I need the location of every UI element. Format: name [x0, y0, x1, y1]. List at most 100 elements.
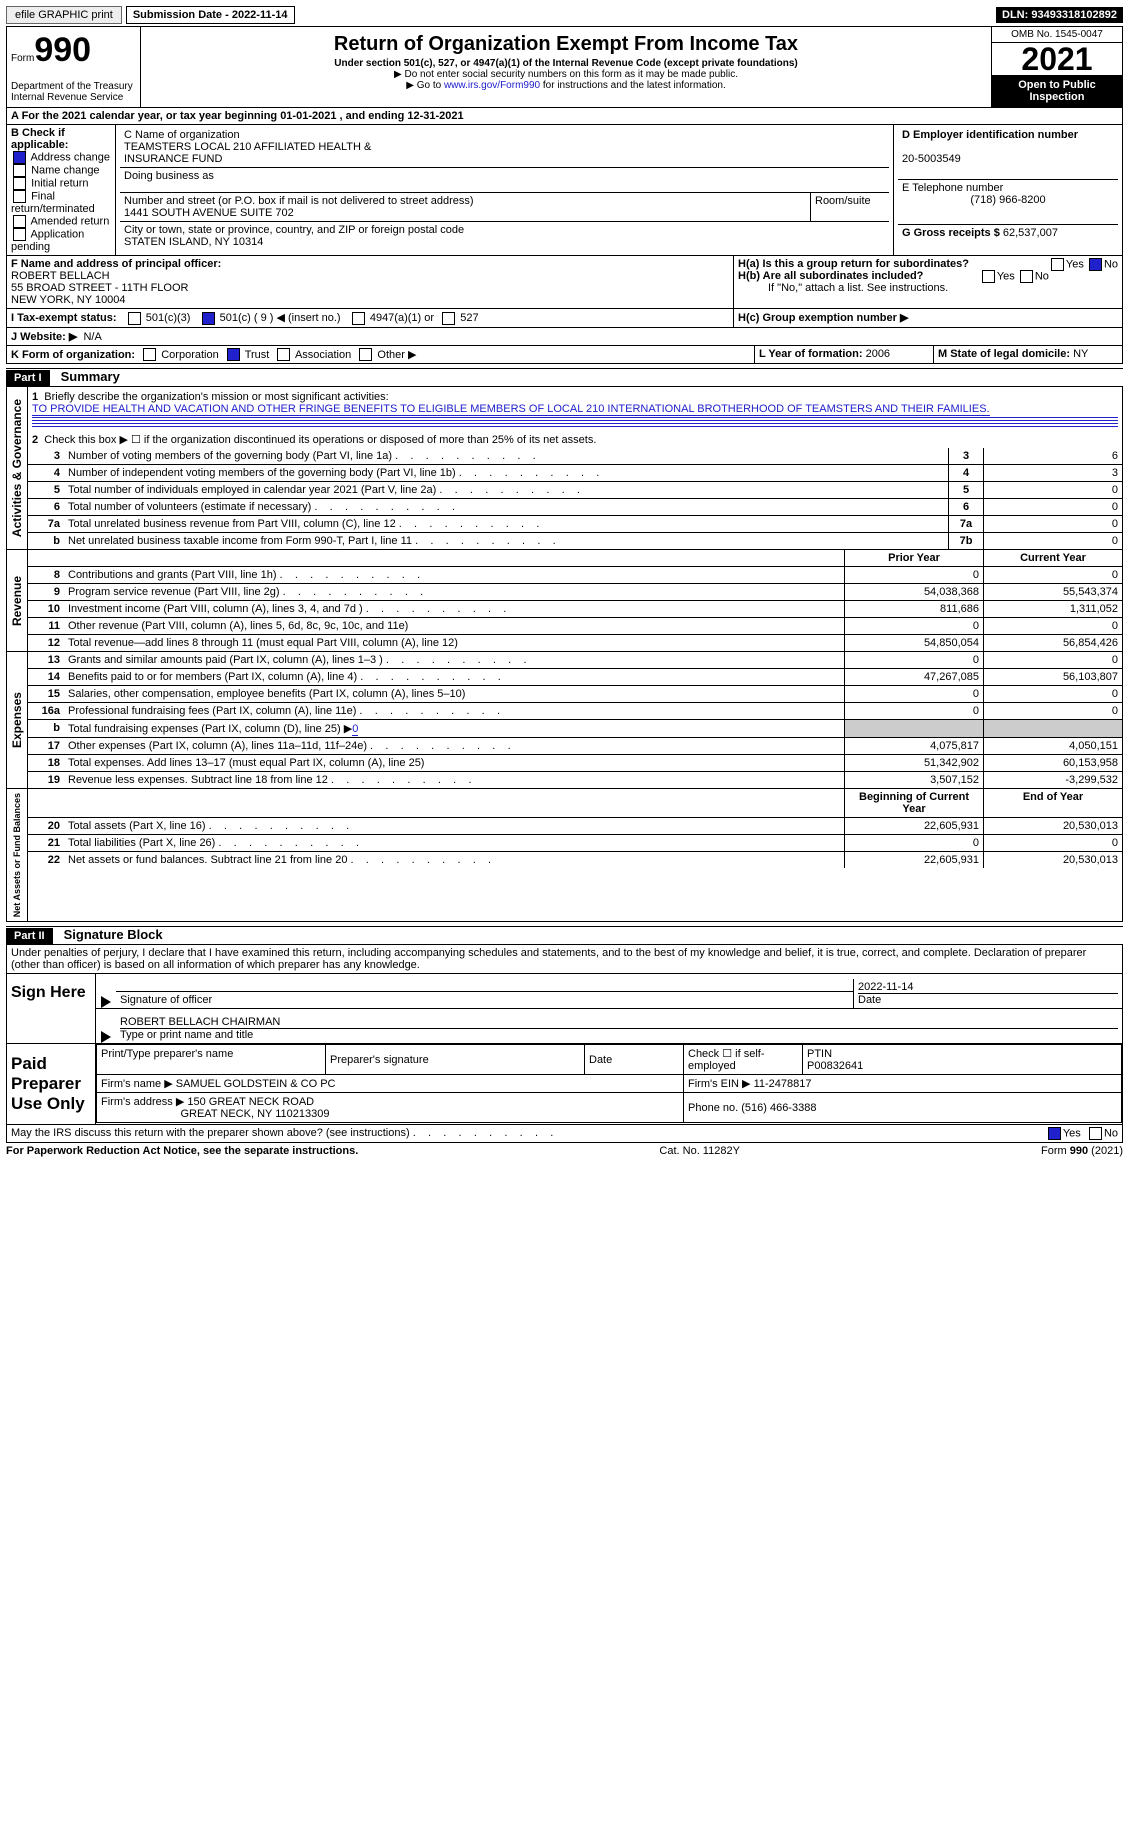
d-label: D Employer identification number	[902, 129, 1078, 141]
l14-py: 47,267,085	[844, 669, 983, 685]
firm-ein-label: Firm's EIN ▶	[688, 1078, 751, 1090]
l9-cy: 55,543,374	[983, 584, 1122, 600]
app-pending-checkbox[interactable]	[13, 228, 26, 241]
discuss-no-checkbox[interactable]	[1089, 1127, 1102, 1140]
initial-return-checkbox[interactable]	[13, 177, 26, 190]
i-c: 501(c) ( 9 ) ◀ (insert no.)	[220, 312, 341, 324]
firm-addr2: GREAT NECK, NY 110213309	[180, 1108, 329, 1120]
part2-header: Part II Signature Block	[6, 926, 1123, 945]
org-name1: TEAMSTERS LOCAL 210 AFFILIATED HEALTH &	[124, 141, 371, 153]
mission: TO PROVIDE HEALTH AND VACATION AND OTHER…	[32, 403, 990, 416]
k-corp: Corporation	[161, 349, 218, 361]
activities-section: Activities & Governance 1 Briefly descri…	[6, 387, 1123, 550]
l9-py: 54,038,368	[844, 584, 983, 600]
street: 1441 SOUTH AVENUE SUITE 702	[124, 207, 294, 219]
ha-no-checkbox[interactable]	[1089, 258, 1102, 271]
gross-receipts: 62,537,007	[1003, 227, 1058, 239]
l18-cy: 60,153,958	[983, 755, 1122, 771]
l21-label: Total liabilities (Part X, line 26)	[64, 835, 844, 851]
l4-label: Number of independent voting members of …	[64, 465, 948, 481]
l13-cy: 0	[983, 652, 1122, 668]
firm-addr-label: Firm's address ▶	[101, 1096, 184, 1108]
l12-label: Total revenue—add lines 8 through 11 (mu…	[64, 635, 844, 651]
website: N/A	[83, 331, 101, 343]
side-expenses: Expenses	[10, 688, 24, 752]
b-initial: Initial return	[31, 177, 88, 189]
efile-button[interactable]: efile GRAPHIC print	[6, 6, 122, 24]
line-a-text: A For the 2021 calendar year, or tax yea…	[11, 110, 464, 122]
hb-no-checkbox[interactable]	[1020, 270, 1033, 283]
trust-checkbox[interactable]	[227, 348, 240, 361]
501c-checkbox[interactable]	[202, 312, 215, 325]
boy-header: Beginning of Current Year	[859, 791, 969, 815]
address-change-checkbox[interactable]	[13, 151, 26, 164]
l8-py: 0	[844, 567, 983, 583]
psig-label: Preparer's signature	[330, 1054, 429, 1066]
form990-link[interactable]: www.irs.gov/Form990	[444, 80, 540, 91]
ha-yes-checkbox[interactable]	[1051, 258, 1064, 271]
l16b-label: Total fundraising expenses (Part IX, col…	[68, 723, 352, 735]
other-checkbox[interactable]	[359, 348, 372, 361]
name-change-checkbox[interactable]	[13, 164, 26, 177]
l16a-py: 0	[844, 703, 983, 719]
l2-label: Check this box ▶ ☐ if the organization d…	[44, 434, 596, 446]
sig-date-label: Date	[858, 993, 1118, 1006]
527-checkbox[interactable]	[442, 312, 455, 325]
discuss-yes: Yes	[1063, 1128, 1081, 1140]
501c3-checkbox[interactable]	[128, 312, 141, 325]
l17-label: Other expenses (Part IX, column (A), lin…	[64, 738, 844, 754]
l16b-val: 0	[352, 723, 358, 736]
discuss-label: May the IRS discuss this return with the…	[11, 1127, 553, 1140]
org-name2: INSURANCE FUND	[124, 153, 222, 165]
l11-py: 0	[844, 618, 983, 634]
l16b-py	[844, 720, 983, 737]
l-label: L Year of formation:	[759, 348, 863, 360]
l4-val: 3	[983, 465, 1122, 481]
self-emp-check[interactable]: Check ☐ if self-employed	[688, 1048, 765, 1072]
corp-checkbox[interactable]	[143, 348, 156, 361]
line-a: A For the 2021 calendar year, or tax yea…	[6, 108, 1123, 125]
i-a1: 4947(a)(1) or	[370, 312, 434, 324]
side-revenue: Revenue	[10, 572, 24, 630]
discuss-yes-checkbox[interactable]	[1048, 1127, 1061, 1140]
part2-label: Part II	[6, 928, 53, 944]
ha-label: H(a) Is this a group return for subordin…	[738, 258, 969, 270]
sign-here-block: Sign Here Signature of officer 2022-11-1…	[6, 974, 1123, 1044]
l19-py: 3,507,152	[844, 772, 983, 788]
sign-here-label: Sign Here	[7, 974, 96, 1043]
b-name: Name change	[31, 164, 100, 176]
pt-name-label: Print/Type preparer's name	[101, 1048, 233, 1060]
l10-cy: 1,311,052	[983, 601, 1122, 617]
ssn-note: ▶ Do not enter social security numbers o…	[145, 69, 987, 80]
ha-no: No	[1104, 258, 1118, 270]
part1-label: Part I	[6, 370, 50, 386]
m-label: M State of legal domicile:	[938, 348, 1070, 360]
entity-block: B Check if applicable: Address change Na…	[6, 125, 1123, 256]
l5-label: Total number of individuals employed in …	[64, 482, 948, 498]
submission-date: Submission Date - 2022-11-14	[126, 6, 295, 24]
assoc-checkbox[interactable]	[277, 348, 290, 361]
l20-py: 22,605,931	[844, 818, 983, 834]
pdate-label: Date	[589, 1054, 612, 1066]
part1-header: Part I Summary	[6, 368, 1123, 387]
l3-label: Number of voting members of the governin…	[64, 448, 948, 464]
l10-py: 811,686	[844, 601, 983, 617]
firm-name: SAMUEL GOLDSTEIN & CO PC	[176, 1078, 336, 1090]
amended-return-checkbox[interactable]	[13, 215, 26, 228]
b-amended: Amended return	[30, 215, 109, 227]
form-number: 990	[34, 31, 91, 69]
discuss-row: May the IRS discuss this return with the…	[6, 1125, 1123, 1143]
hb-yes-checkbox[interactable]	[982, 270, 995, 283]
l19-cy: -3,299,532	[983, 772, 1122, 788]
4947-checkbox[interactable]	[352, 312, 365, 325]
final-return-checkbox[interactable]	[13, 190, 26, 203]
l14-cy: 56,103,807	[983, 669, 1122, 685]
cat-no: Cat. No. 11282Y	[659, 1145, 740, 1157]
top-bar: efile GRAPHIC print Submission Date - 20…	[6, 6, 1123, 24]
pra-notice: For Paperwork Reduction Act Notice, see …	[6, 1145, 358, 1157]
part1-title: Summary	[53, 367, 128, 386]
side-activities: Activities & Governance	[10, 395, 24, 541]
l11-label: Other revenue (Part VIII, column (A), li…	[64, 618, 844, 634]
l22-py: 22,605,931	[844, 852, 983, 868]
hc-label: H(c) Group exemption number ▶	[738, 312, 908, 324]
